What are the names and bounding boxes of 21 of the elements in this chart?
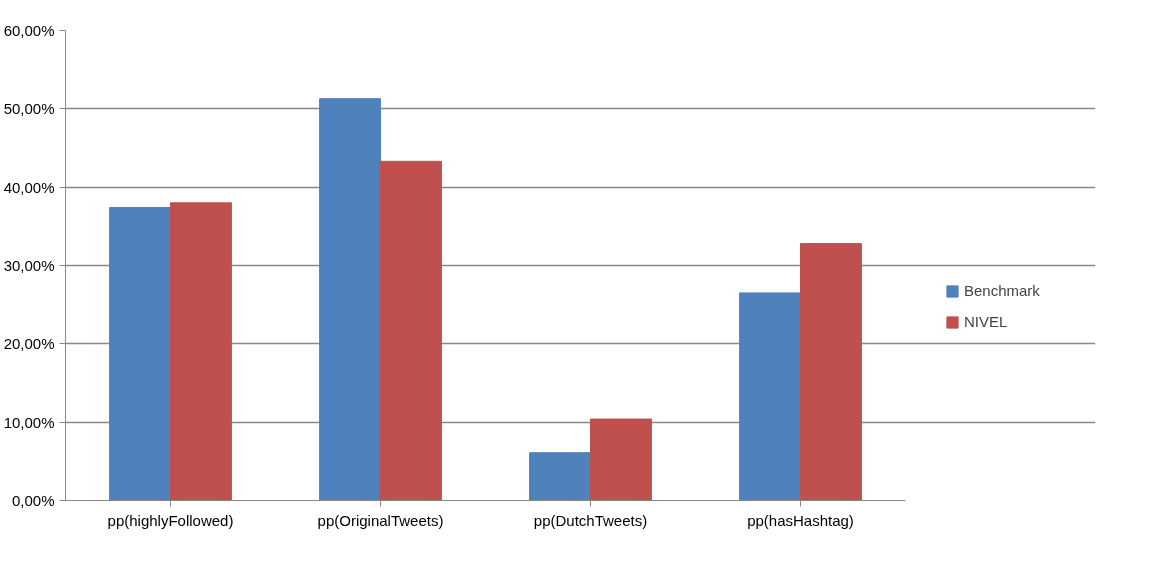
x-tick-label: pp(DutchTweets) bbox=[533, 511, 648, 529]
y-tick-label: 20,00% bbox=[3, 335, 55, 353]
y-tick-label: 0,00% bbox=[11, 492, 55, 509]
x-tick-label: pp(OriginalTweets) bbox=[317, 511, 444, 529]
bar bbox=[590, 418, 652, 501]
legend-label: NIVEL bbox=[964, 313, 1008, 330]
bar bbox=[529, 452, 591, 501]
y-tick-label: 60,00% bbox=[3, 22, 55, 39]
y-tick-label: 50,00% bbox=[3, 100, 55, 118]
bar bbox=[380, 160, 442, 501]
x-tick-label: pp(highlyFollowed) bbox=[107, 511, 234, 529]
x-tick-label: pp(hasHashtag) bbox=[747, 511, 854, 529]
bar bbox=[170, 202, 232, 501]
y-tick-label: 40,00% bbox=[3, 178, 55, 196]
y-tick-label: 30,00% bbox=[3, 257, 55, 274]
bar bbox=[739, 292, 801, 501]
bar bbox=[109, 207, 171, 501]
y-tick-label: 10,00% bbox=[3, 413, 55, 431]
legend-label: Benchmark bbox=[964, 282, 1040, 299]
bar bbox=[319, 98, 381, 501]
bar bbox=[800, 243, 862, 501]
